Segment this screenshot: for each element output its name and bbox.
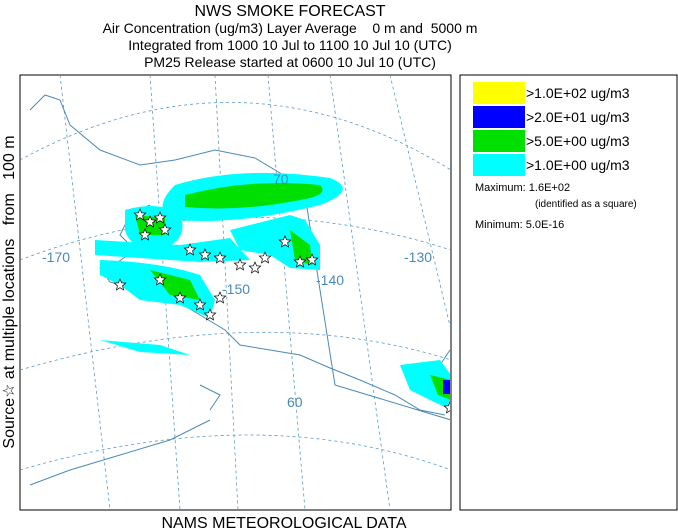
source-star: [233, 258, 247, 271]
source-star: [198, 248, 212, 261]
source-star: [113, 278, 127, 291]
legend-label: >1.0E+00 ug/m3: [526, 157, 630, 173]
source-star: [258, 251, 272, 264]
source-star: [305, 253, 319, 266]
legend-swatch: [473, 106, 525, 128]
subtitle: Air Concentration (ug/m3) Layer Average …: [103, 20, 478, 36]
subtitle: Integrated from 1000 10 Jul to 1100 10 J…: [128, 37, 451, 53]
source-star: [203, 308, 217, 321]
legend-swatch: [473, 154, 525, 176]
source-star: [213, 291, 227, 304]
map-label: 60: [287, 394, 303, 410]
map-frame: [19, 74, 452, 511]
source-star: [153, 273, 167, 286]
source-star: [193, 298, 207, 311]
map: 70 -170 -150 -140 -130 60: [19, 74, 452, 511]
map-label: -170: [42, 249, 70, 265]
source-star: [143, 215, 157, 228]
legend-swatch: [473, 82, 525, 104]
legend-label: >5.0E+00 ug/m3: [526, 133, 630, 149]
legend-minimum: Minimum: 5.0E-16: [475, 219, 564, 231]
legend-label: >2.0E+01 ug/m3: [526, 109, 630, 125]
source-star: [443, 401, 450, 414]
map-label: -140: [316, 272, 344, 288]
legend-label: >1.0E+02 ug/m3: [526, 85, 630, 101]
source-star: [138, 228, 152, 241]
legend: Maximum: 1.6E+02 (identified as a square…: [459, 74, 678, 511]
footer: NAMS METEOROLOGICAL DATA: [161, 515, 406, 532]
smoke: [443, 380, 450, 394]
source-star: [158, 223, 172, 236]
smoke: [185, 182, 323, 209]
map-label: -150: [222, 281, 250, 297]
source-star: [153, 211, 167, 224]
legend-swatch: [473, 130, 525, 152]
source-star: [278, 235, 292, 248]
source-star: [213, 251, 227, 264]
side-label: Source☆ at multiple locations from 100 m: [1, 135, 18, 448]
legend-note: (identified as a square): [535, 199, 637, 210]
map-label: 70: [273, 171, 289, 187]
smoke: [95, 206, 450, 410]
source-star: [183, 243, 197, 256]
legend-maximum: Maximum: 1.6E+02: [475, 182, 570, 194]
map-label: -130: [404, 249, 432, 265]
subtitle: PM25 Release started at 0600 10 Jul 10 (…: [144, 54, 436, 70]
source-star: [248, 261, 262, 274]
sources: [113, 208, 450, 414]
coastline: [29, 94, 450, 486]
source-star: [133, 208, 147, 221]
source-star: [173, 291, 187, 304]
source-star: [293, 255, 307, 268]
title: NWS SMOKE FORECAST: [194, 3, 385, 20]
